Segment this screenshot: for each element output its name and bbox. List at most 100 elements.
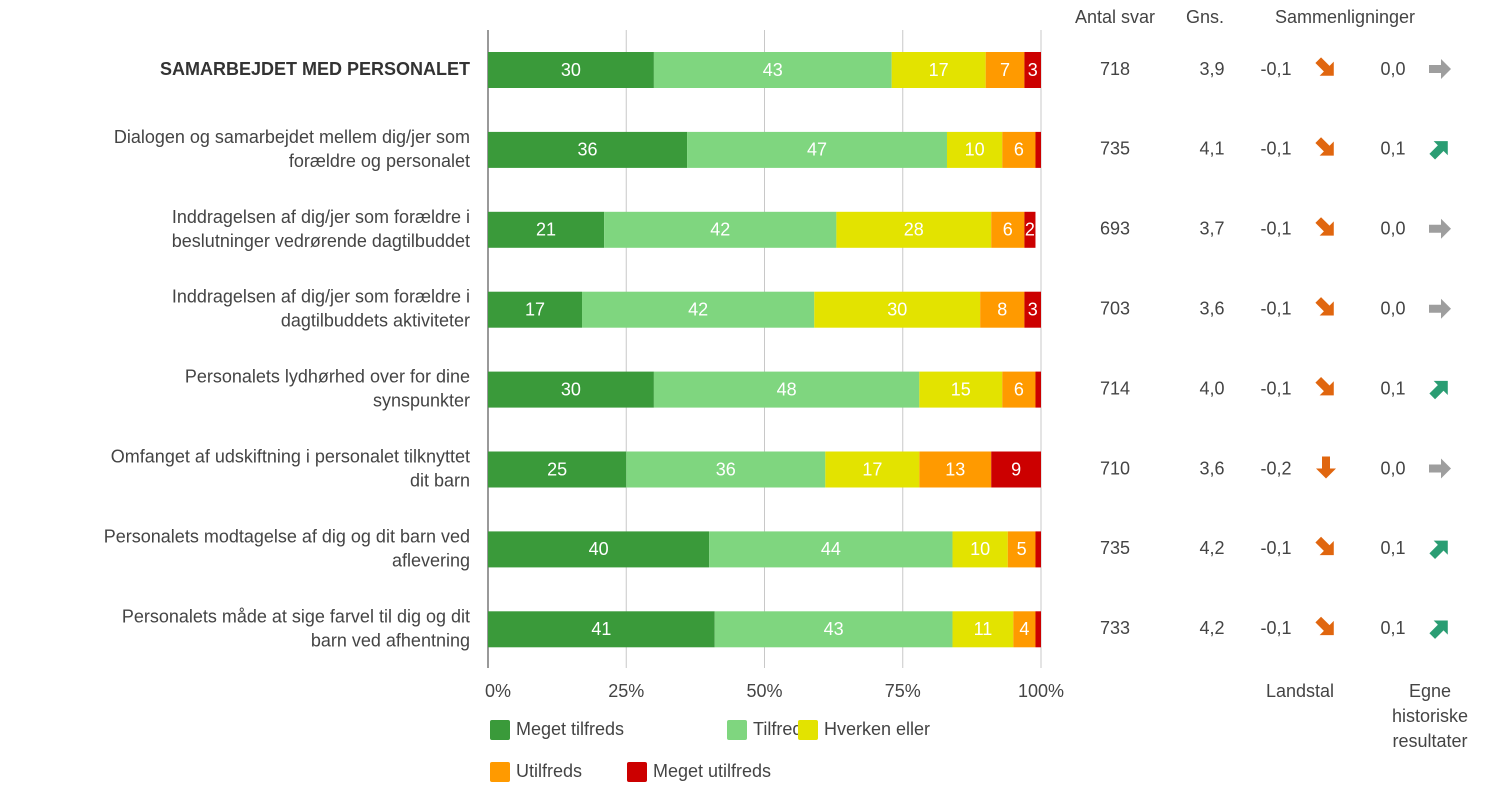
bar-segment: [814, 291, 981, 328]
mean-value: 4,0: [1199, 378, 1224, 398]
data-label: 21: [536, 220, 556, 240]
legend-label: Hverken eller: [824, 719, 930, 739]
data-label: 25: [547, 459, 567, 479]
column-header: Sammenligninger: [1275, 7, 1415, 27]
trend-arrow: [1315, 57, 1334, 76]
count-value: 693: [1100, 219, 1130, 239]
column-header: Antal svar: [1075, 7, 1155, 27]
data-label: 4: [1019, 619, 1029, 639]
national-value: -0,1: [1260, 139, 1291, 159]
bar-segment: [626, 451, 826, 488]
x-tick-label: 50%: [746, 681, 782, 701]
legend-swatch: [490, 762, 510, 782]
data-label: 30: [561, 60, 581, 80]
bar-segment: [1013, 611, 1036, 648]
trend-arrow: [1429, 298, 1451, 319]
bar-segment: [1002, 371, 1036, 408]
bar-segment: [1007, 531, 1036, 568]
data-label: 17: [862, 459, 882, 479]
bar-segment: [488, 52, 654, 88]
legend-label: Tilfreds: [753, 719, 811, 739]
legend-swatch: [727, 720, 747, 740]
bar-segment: [488, 131, 688, 168]
mean-value: 4,2: [1199, 618, 1224, 638]
bar-segment: [946, 131, 1003, 168]
trend-arrow: [1429, 59, 1451, 79]
mean-value: 3,7: [1199, 219, 1224, 239]
history-value: 0,0: [1380, 298, 1405, 318]
bar-segment: [952, 531, 1008, 568]
column-footer: Egne historiske resultater: [1392, 681, 1468, 751]
bar-segment: [985, 52, 1025, 88]
national-value: -0,1: [1260, 378, 1291, 398]
data-label: 42: [688, 299, 708, 319]
data-label: 10: [965, 140, 985, 160]
category-label: Dialogen og samarbejdet mellem dig/jer s…: [114, 127, 470, 171]
data-label: 42: [710, 220, 730, 240]
data-label: 17: [525, 299, 545, 319]
trend-arrow: [1315, 217, 1334, 236]
bar-segment: [1035, 531, 1041, 568]
data-label: 6: [1003, 220, 1013, 240]
bar-segment: [980, 291, 1025, 328]
data-label: 44: [821, 539, 841, 559]
trend-arrow: [1429, 380, 1448, 400]
bar-segment: [1024, 52, 1041, 88]
data-label: 28: [904, 220, 924, 240]
bar-segment: [1024, 291, 1041, 328]
mean-value: 4,2: [1199, 538, 1224, 558]
mean-value: 3,6: [1199, 458, 1224, 478]
data-label: 3: [1028, 60, 1038, 80]
bar-segment: [488, 611, 715, 648]
legend-swatch: [627, 762, 647, 782]
data-label: 5: [1017, 539, 1027, 559]
bar-segment: [919, 371, 1003, 408]
bar-segment: [488, 371, 654, 408]
mean-value: 3,9: [1199, 59, 1224, 79]
data-label: 30: [561, 379, 581, 399]
category-label: Personalets måde at sige farvel til dig …: [122, 606, 470, 650]
bar-segment: [604, 211, 837, 248]
history-value: 0,1: [1380, 378, 1405, 398]
national-value: -0,1: [1260, 219, 1291, 239]
count-value: 735: [1100, 139, 1130, 159]
trend-arrow: [1315, 297, 1334, 316]
category-label: Inddragelsen af dig/jer som forældre i be…: [172, 207, 470, 251]
history-value: 0,0: [1380, 59, 1405, 79]
data-label: 15: [951, 379, 971, 399]
national-value: -0,1: [1260, 538, 1291, 558]
data-label: 6: [1014, 379, 1024, 399]
data-label: 10: [970, 539, 990, 559]
bar-segment: [653, 371, 920, 408]
data-label: 47: [807, 140, 827, 160]
bar-segment: [488, 451, 627, 488]
category-label: SAMARBEJDET MED PERSONALET: [160, 59, 470, 79]
legend-label: Meget tilfreds: [516, 719, 624, 739]
mean-value: 4,1: [1199, 139, 1224, 159]
history-value: 0,1: [1380, 139, 1405, 159]
trend-arrow: [1429, 458, 1451, 479]
national-value: -0,1: [1260, 59, 1291, 79]
trend-arrow: [1315, 536, 1334, 556]
bar-segment: [991, 451, 1041, 488]
trend-arrow: [1429, 218, 1451, 239]
category-label: Inddragelsen af dig/jer som forældre i da…: [172, 286, 470, 330]
data-label: 9: [1011, 459, 1021, 479]
category-label: Personalets lydhørhed over for dine synsp…: [185, 366, 470, 410]
data-label: 11: [974, 619, 993, 639]
data-label: 8: [997, 299, 1007, 319]
bar-segment: [687, 131, 947, 168]
category-label: Omfanget af udskiftning i personalet til…: [111, 446, 470, 490]
count-value: 718: [1100, 59, 1130, 79]
data-label: 6: [1014, 140, 1024, 160]
x-tick-label: 100%: [1018, 681, 1064, 701]
trend-arrow: [1429, 540, 1448, 560]
legend-swatch: [490, 720, 510, 740]
bar-segment: [919, 451, 992, 488]
bar-segment: [714, 611, 953, 648]
legend-label: Utilfreds: [516, 761, 582, 781]
bar-segment: [1035, 611, 1041, 648]
trend-arrow: [1315, 376, 1334, 396]
count-value: 733: [1100, 618, 1130, 638]
